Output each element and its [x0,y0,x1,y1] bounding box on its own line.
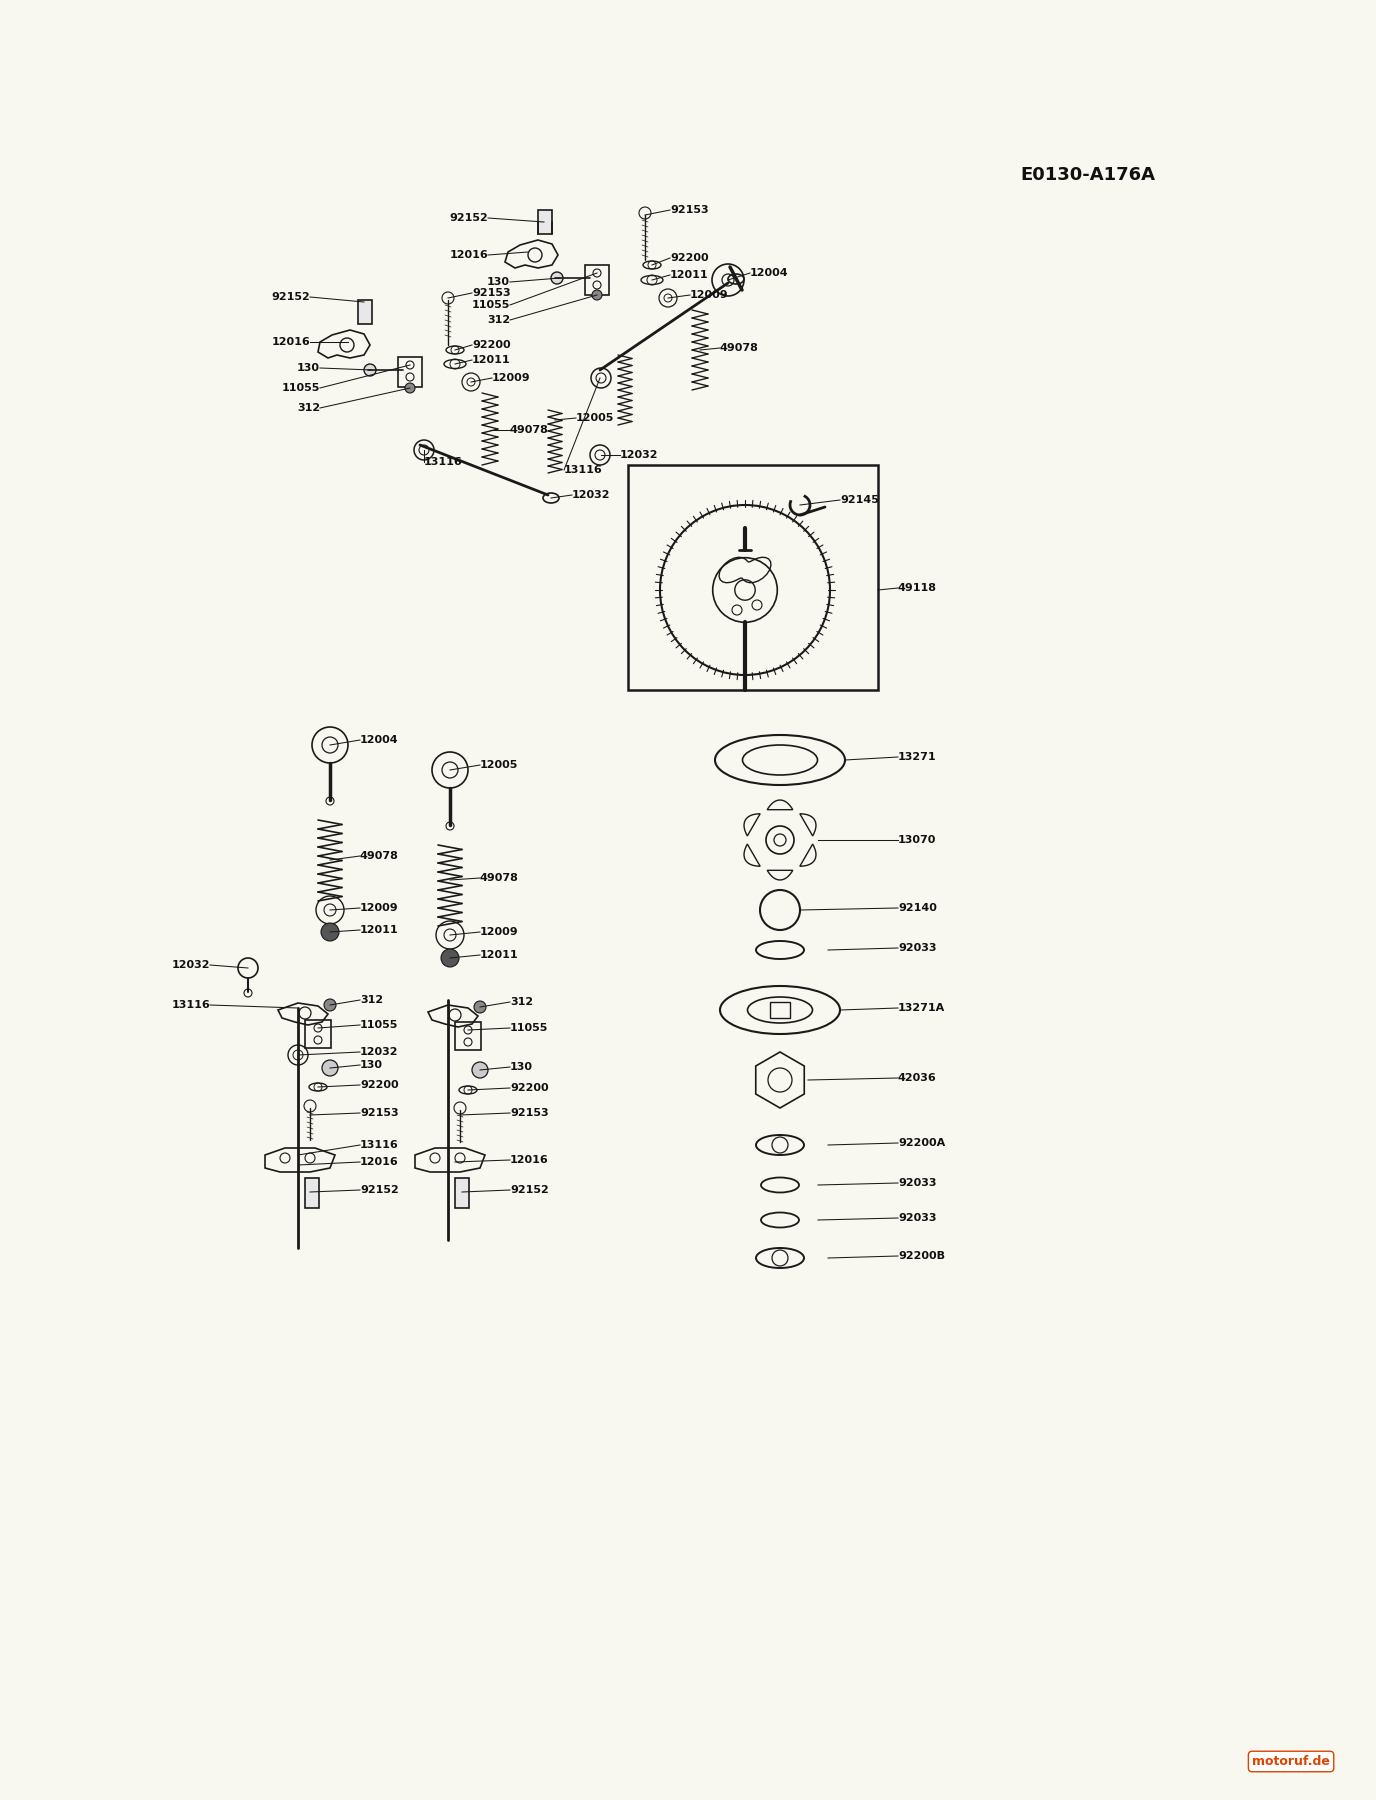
Text: 12009: 12009 [689,290,729,301]
Text: 12016: 12016 [510,1156,549,1165]
Text: 12004: 12004 [750,268,788,277]
Text: 12011: 12011 [480,950,519,959]
Text: 12009: 12009 [480,927,519,938]
Text: 92153: 92153 [670,205,709,214]
Circle shape [592,290,603,301]
Text: 92033: 92033 [899,1177,937,1188]
Text: 12011: 12011 [670,270,709,281]
Text: 130: 130 [487,277,510,286]
Text: 13070: 13070 [899,835,937,844]
Text: 13271: 13271 [899,752,937,761]
Text: 11055: 11055 [282,383,321,392]
Text: 12032: 12032 [361,1048,399,1057]
Text: 12009: 12009 [361,904,399,913]
Text: motoruf.de: motoruf.de [1252,1755,1331,1768]
Circle shape [473,1001,486,1013]
Text: 92200A: 92200A [899,1138,945,1148]
Text: 13116: 13116 [424,457,462,466]
Text: 13116: 13116 [361,1139,399,1150]
Text: 11055: 11055 [361,1021,399,1030]
Text: 12005: 12005 [480,760,519,770]
Text: 12016: 12016 [449,250,488,259]
Circle shape [405,383,416,392]
Text: 92153: 92153 [361,1109,399,1118]
Text: 11055: 11055 [510,1022,549,1033]
Text: 92033: 92033 [899,1213,937,1222]
Text: 49078: 49078 [510,425,549,436]
Bar [455,1022,482,1049]
Text: 49078: 49078 [720,344,760,353]
Text: 312: 312 [510,997,533,1006]
Text: 92200: 92200 [670,254,709,263]
Bar [305,1177,319,1208]
Circle shape [323,999,336,1012]
Circle shape [550,272,563,284]
Text: 12004: 12004 [361,734,399,745]
Bar [771,1003,790,1019]
Text: 12032: 12032 [172,959,211,970]
Text: 49078: 49078 [480,873,519,884]
Text: 130: 130 [297,364,321,373]
Circle shape [322,1060,338,1076]
Text: 92152: 92152 [361,1184,399,1195]
Text: 92033: 92033 [899,943,937,952]
Text: 312: 312 [297,403,321,412]
Text: 13116: 13116 [171,1001,211,1010]
Text: 92200: 92200 [472,340,510,349]
Bar [627,464,878,689]
Text: 11055: 11055 [472,301,510,310]
Bar [585,265,610,295]
Text: 42036: 42036 [899,1073,937,1084]
Text: 12032: 12032 [572,490,611,500]
Text: 92200: 92200 [361,1080,399,1091]
Text: 12005: 12005 [577,412,614,423]
Text: 92152: 92152 [510,1184,549,1195]
Text: 92200B: 92200B [899,1251,945,1262]
Text: 12016: 12016 [271,337,310,347]
Text: 12009: 12009 [493,373,531,383]
Text: E0130-A176A: E0130-A176A [1020,166,1154,184]
Bar [305,1021,332,1048]
Text: 130: 130 [510,1062,533,1073]
Circle shape [472,1062,488,1078]
Text: 12032: 12032 [621,450,659,461]
Text: 92153: 92153 [510,1109,549,1118]
Text: 312: 312 [487,315,510,326]
Text: 92153: 92153 [472,288,510,299]
Bar [455,1177,469,1208]
Text: 49118: 49118 [899,583,937,592]
Text: 13116: 13116 [564,464,603,475]
Text: 12011: 12011 [472,355,510,365]
Circle shape [365,364,376,376]
Circle shape [321,923,338,941]
Bar [538,211,552,234]
Text: 92140: 92140 [899,904,937,913]
Text: 92152: 92152 [449,212,488,223]
Text: 92152: 92152 [271,292,310,302]
Text: 92200: 92200 [510,1084,549,1093]
Text: 130: 130 [361,1060,383,1069]
Text: 92145: 92145 [839,495,879,506]
Text: 13271A: 13271A [899,1003,945,1013]
Text: 12011: 12011 [361,925,399,934]
Text: 312: 312 [361,995,383,1004]
Text: 12016: 12016 [361,1157,399,1166]
Bar [398,356,422,387]
Bar [358,301,372,324]
Text: 49078: 49078 [361,851,399,860]
Circle shape [440,949,460,967]
